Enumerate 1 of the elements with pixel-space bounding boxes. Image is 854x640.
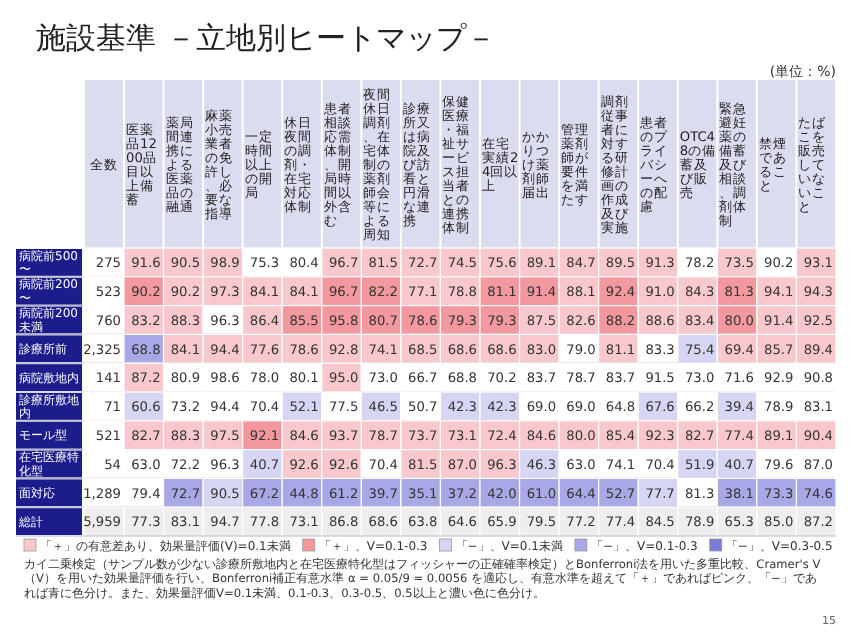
chart-title: 施設基準 －立地別ヒートマップ－ [36, 20, 496, 56]
